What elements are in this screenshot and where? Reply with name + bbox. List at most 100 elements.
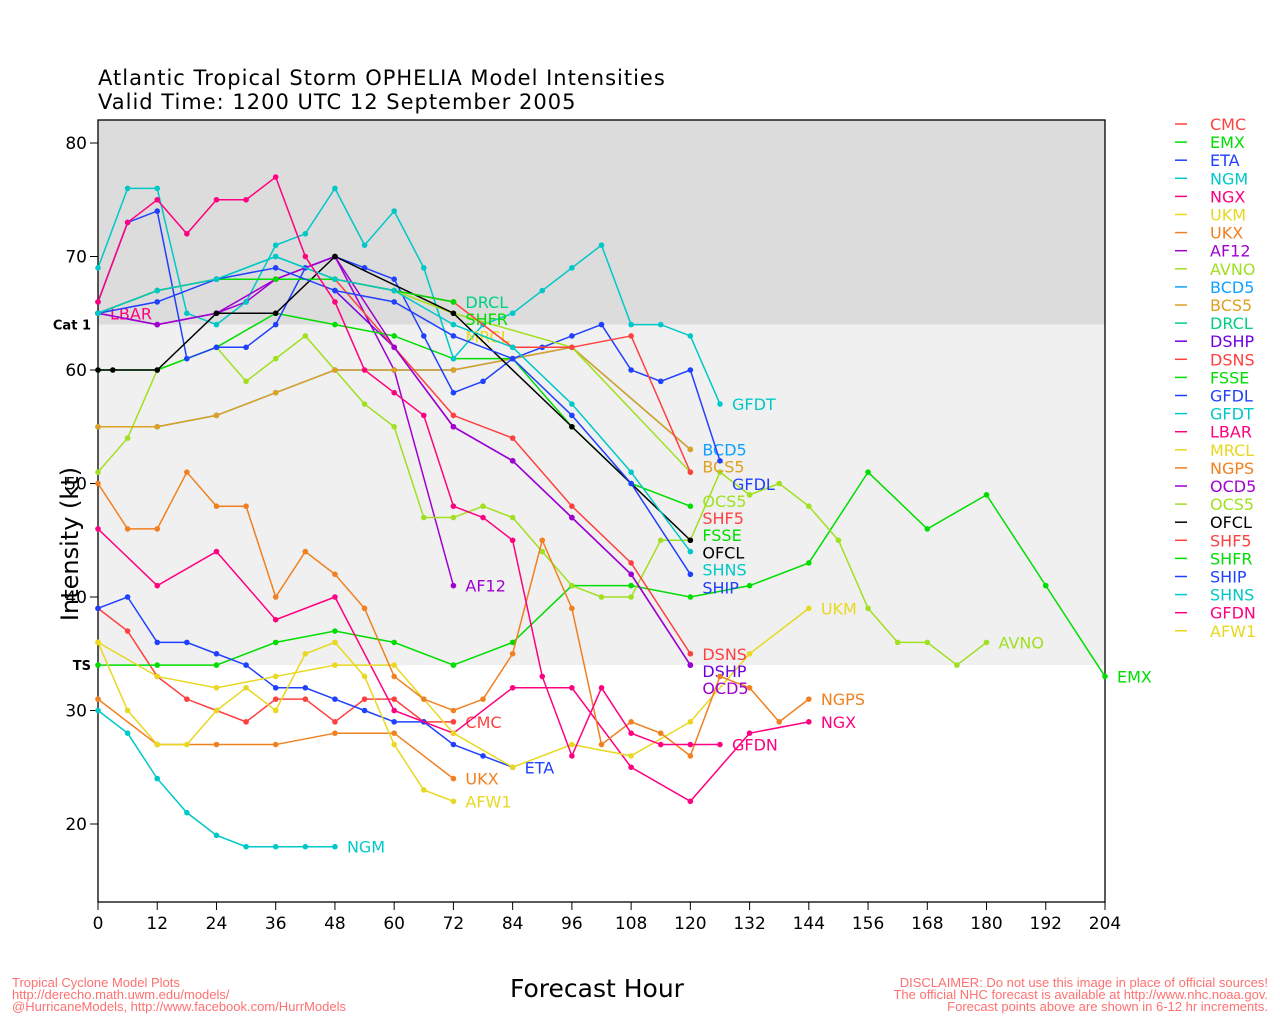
series-gfdl: GFDL	[95, 208, 775, 494]
data-point	[450, 503, 457, 510]
data-point	[924, 639, 931, 646]
y-tick-label: 60	[65, 361, 87, 381]
data-point	[391, 741, 397, 748]
series-end-label: NGX	[821, 713, 856, 732]
data-point	[213, 344, 220, 351]
data-point	[302, 696, 309, 702]
series-ukm: UKM	[95, 599, 857, 771]
data-point	[509, 639, 516, 646]
x-tick-label: 96	[561, 914, 583, 934]
data-point	[332, 321, 338, 328]
legend-entry-ukm: UKM	[1210, 206, 1246, 225]
data-point	[391, 639, 397, 646]
data-point	[154, 662, 161, 668]
data-point	[924, 526, 931, 532]
data-point	[657, 537, 664, 544]
data-point	[213, 276, 220, 283]
x-tick-label: 204	[1089, 914, 1121, 934]
data-point	[154, 775, 161, 782]
data-point	[717, 401, 723, 407]
data-point	[450, 730, 457, 736]
data-point	[450, 423, 457, 430]
series-ofcl: OFCL	[95, 253, 744, 562]
data-point	[154, 423, 161, 430]
data-point	[332, 299, 338, 305]
data-point	[806, 503, 812, 510]
series-end-label: GFDN	[732, 736, 778, 755]
data-point	[687, 446, 694, 453]
data-point	[361, 367, 368, 373]
data-point	[569, 412, 575, 419]
x-tick-label: 36	[265, 914, 287, 934]
data-point	[95, 299, 101, 305]
data-point	[687, 537, 694, 544]
series-line	[97, 175, 720, 758]
series-end-label: OCD5	[702, 679, 748, 698]
data-point	[509, 310, 516, 317]
data-point	[628, 719, 634, 725]
data-point	[154, 367, 161, 373]
data-point	[184, 639, 190, 646]
data-point	[124, 185, 131, 192]
data-point	[154, 208, 161, 214]
series-gfdt: GFDT	[95, 185, 776, 414]
data-point	[1042, 582, 1049, 589]
x-tick-label: 156	[852, 914, 884, 934]
data-point	[450, 321, 457, 328]
data-point	[332, 367, 338, 373]
legend-entry-eta: ETA	[1210, 151, 1240, 170]
y-tick-label: 40	[65, 588, 87, 608]
data-point	[184, 809, 190, 816]
data-point	[213, 832, 220, 839]
data-point	[184, 741, 190, 748]
data-point	[450, 582, 457, 589]
data-point	[687, 548, 694, 555]
legend-entry-ngx: NGX	[1210, 187, 1245, 206]
data-point	[213, 662, 220, 668]
series-end-label: DSNS	[702, 645, 747, 664]
data-point	[598, 321, 605, 328]
series-end-label: BCD5	[702, 440, 746, 459]
data-point	[480, 503, 486, 510]
data-point	[450, 775, 457, 782]
series-end-label: SHIP	[702, 578, 739, 597]
data-point	[332, 185, 338, 192]
data-point	[184, 696, 190, 702]
series-end-label: GFDL	[732, 475, 775, 494]
x-tick-label: 12	[146, 914, 168, 934]
legend-entry-ocd5: OCD5	[1210, 477, 1256, 496]
data-point	[361, 673, 368, 680]
y-tick-label: 80	[65, 134, 87, 154]
data-point	[391, 276, 397, 283]
data-point	[272, 253, 279, 260]
series-line	[97, 186, 721, 405]
data-point	[509, 764, 516, 771]
band-label: TS	[73, 659, 91, 674]
band-label: Cat 1	[53, 319, 91, 334]
footer-left: Tropical Cyclone Model Plots http://dere…	[12, 975, 346, 1014]
data-point	[628, 730, 634, 736]
data-point	[865, 605, 871, 612]
series-end-label: DSHP	[702, 662, 747, 681]
data-point	[420, 696, 427, 702]
data-point	[272, 389, 279, 396]
data-point	[243, 662, 249, 668]
data-point	[450, 412, 457, 419]
data-point	[509, 514, 516, 521]
series-end-label: DRCL	[465, 293, 508, 312]
data-point	[628, 560, 634, 566]
legend-entry-afw1: AFW1	[1210, 622, 1256, 641]
data-point	[628, 321, 634, 328]
data-point	[154, 287, 161, 294]
data-point	[95, 480, 101, 487]
data-point	[302, 253, 309, 260]
data-point	[569, 605, 575, 612]
data-point	[213, 310, 220, 317]
data-point	[687, 594, 694, 600]
legend-entry-cmc: CMC	[1210, 115, 1246, 134]
legend-entry-ship: SHIP	[1210, 568, 1247, 587]
data-point	[302, 650, 309, 657]
legend-entry-mrcl: MRCL	[1210, 441, 1254, 460]
data-point	[391, 208, 397, 214]
y-tick-label: 50	[65, 475, 87, 495]
